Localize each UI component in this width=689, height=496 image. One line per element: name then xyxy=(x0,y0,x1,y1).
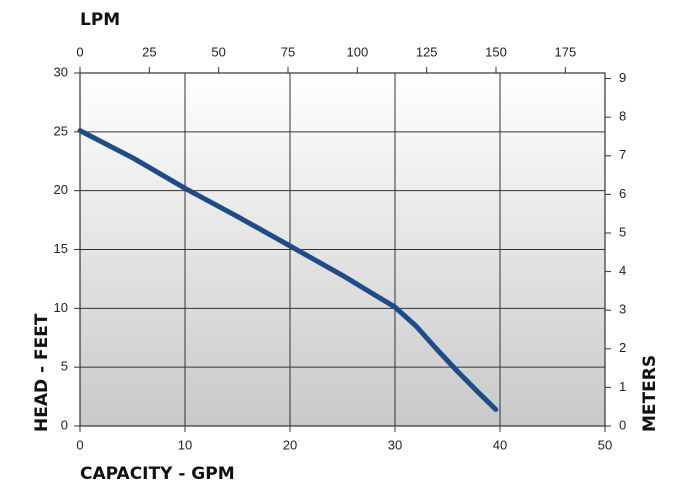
x2-tick-label: 75 xyxy=(281,44,295,59)
x2-axis-label: LPM xyxy=(80,10,120,30)
y-tick-label: 30 xyxy=(54,64,68,79)
y-axis-label: HEAD - FEET xyxy=(32,313,52,432)
y2-tick-label: 8 xyxy=(619,109,626,124)
x-tick-label: 0 xyxy=(76,437,83,452)
y2-tick-label: 4 xyxy=(619,263,626,278)
y2-tick-label: 7 xyxy=(619,147,626,162)
y-tick-label: 15 xyxy=(54,241,68,256)
x2-tick-label: 175 xyxy=(554,44,576,59)
x-tick-label: 20 xyxy=(283,437,297,452)
y2-axis-label: METERS xyxy=(640,355,660,432)
x-tick-label: 10 xyxy=(178,437,192,452)
y2-tick-label: 0 xyxy=(619,417,626,432)
x-tick-label: 30 xyxy=(388,437,402,452)
y2-tick-label: 5 xyxy=(619,224,626,239)
x-tick-label: 40 xyxy=(493,437,507,452)
y2-tick-label: 2 xyxy=(619,340,626,355)
x-axis-label: CAPACITY - GPM xyxy=(80,464,235,484)
y-tick-label: 20 xyxy=(54,182,68,197)
x-tick-label: 50 xyxy=(598,437,612,452)
y2-tick-label: 9 xyxy=(619,70,626,85)
y2-tick-label: 6 xyxy=(619,186,626,201)
y-tick-label: 25 xyxy=(54,123,68,138)
x2-tick-label: 100 xyxy=(346,44,368,59)
curve xyxy=(77,128,499,413)
x2-tick-label: 0 xyxy=(76,44,83,59)
x2-tick-label: 50 xyxy=(211,44,225,59)
y-tick-label: 5 xyxy=(61,359,68,374)
x2-tick-label: 125 xyxy=(416,44,438,59)
x2-tick-label: 25 xyxy=(142,44,156,59)
y-tick-label: 0 xyxy=(61,417,68,432)
y2-tick-label: 1 xyxy=(619,379,626,394)
y2-tick-label: 3 xyxy=(619,302,626,317)
x2-tick-label: 150 xyxy=(485,44,507,59)
y-tick-label: 10 xyxy=(54,300,68,315)
